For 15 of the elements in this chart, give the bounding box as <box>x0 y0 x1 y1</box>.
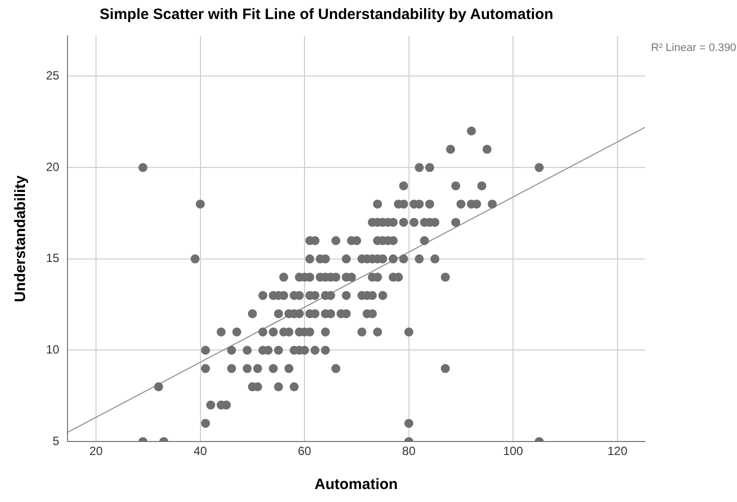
x-tick-label: 60 <box>298 444 312 458</box>
x-tick-label: 100 <box>503 444 524 458</box>
y-axis-title: Understandability <box>12 174 30 302</box>
x-tick-label: 20 <box>89 444 104 458</box>
chart-title: Simple Scatter with Fit Line of Understandability by Automation <box>100 6 554 24</box>
y-tick-label: 20 <box>46 160 60 174</box>
y-tick-label: 15 <box>46 251 60 266</box>
text: R² Linear = 0.390 <box>651 42 736 54</box>
y-tick-label: 10 <box>46 342 60 357</box>
x-tick-label: 80 <box>402 444 416 458</box>
y-tick-label: 5 <box>52 434 60 448</box>
y-tick-label: 25 <box>46 68 60 83</box>
x-tick-label: 120 <box>607 444 628 458</box>
x-axis-title: Automation <box>314 476 398 494</box>
x-tick-label: 40 <box>194 444 208 458</box>
